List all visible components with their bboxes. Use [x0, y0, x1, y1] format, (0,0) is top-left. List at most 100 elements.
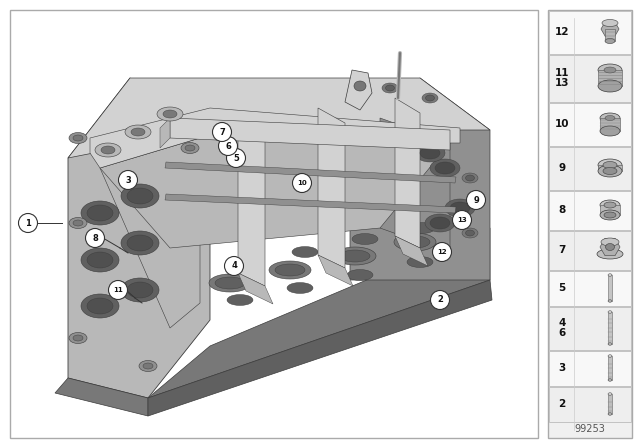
Polygon shape — [100, 138, 450, 248]
Bar — [598, 70, 622, 86]
Text: 3: 3 — [125, 176, 131, 185]
Bar — [549, 231, 631, 270]
Ellipse shape — [69, 332, 87, 344]
Polygon shape — [100, 138, 200, 328]
Ellipse shape — [608, 343, 612, 345]
Bar — [10, 10, 538, 438]
Text: 12: 12 — [555, 27, 569, 37]
Text: 2: 2 — [437, 296, 443, 305]
Polygon shape — [318, 255, 353, 286]
Polygon shape — [55, 378, 148, 416]
Ellipse shape — [600, 126, 620, 136]
Ellipse shape — [139, 361, 157, 371]
Ellipse shape — [465, 175, 474, 181]
Ellipse shape — [605, 116, 615, 121]
Text: 5: 5 — [558, 283, 566, 293]
Polygon shape — [68, 78, 490, 158]
Ellipse shape — [73, 135, 83, 141]
Bar — [549, 11, 631, 54]
Bar — [549, 55, 631, 102]
Ellipse shape — [603, 161, 617, 168]
Ellipse shape — [227, 294, 253, 306]
Ellipse shape — [127, 282, 153, 298]
Text: 9: 9 — [473, 195, 479, 204]
Text: 7: 7 — [558, 245, 566, 255]
Ellipse shape — [385, 85, 394, 91]
Ellipse shape — [382, 83, 398, 93]
Ellipse shape — [409, 223, 435, 233]
Circle shape — [452, 211, 472, 229]
Ellipse shape — [69, 217, 87, 228]
Ellipse shape — [287, 283, 313, 293]
Circle shape — [109, 280, 127, 300]
Circle shape — [227, 148, 246, 168]
Ellipse shape — [215, 277, 245, 289]
Text: 1: 1 — [25, 219, 31, 228]
Bar — [548, 10, 632, 438]
Bar — [549, 387, 631, 422]
Bar — [549, 103, 631, 146]
Text: 12: 12 — [437, 249, 447, 255]
Circle shape — [86, 228, 104, 247]
Text: 13: 13 — [457, 217, 467, 223]
Text: 7: 7 — [219, 128, 225, 137]
Ellipse shape — [426, 95, 435, 101]
Bar — [549, 351, 631, 386]
Ellipse shape — [101, 146, 115, 154]
Ellipse shape — [81, 248, 119, 272]
Ellipse shape — [340, 250, 370, 262]
Ellipse shape — [425, 214, 455, 232]
Ellipse shape — [121, 184, 159, 208]
Ellipse shape — [181, 142, 199, 154]
Circle shape — [292, 173, 312, 193]
Ellipse shape — [462, 173, 478, 183]
Bar — [549, 307, 631, 350]
Ellipse shape — [69, 133, 87, 143]
Ellipse shape — [435, 162, 455, 174]
Ellipse shape — [598, 165, 622, 177]
Polygon shape — [395, 236, 428, 266]
Bar — [549, 147, 631, 190]
Ellipse shape — [185, 145, 195, 151]
Text: 3: 3 — [558, 363, 566, 373]
Ellipse shape — [87, 252, 113, 268]
Ellipse shape — [73, 220, 83, 226]
Circle shape — [433, 242, 451, 262]
Ellipse shape — [125, 125, 151, 139]
Bar — [608, 356, 612, 380]
Ellipse shape — [354, 81, 366, 91]
Circle shape — [19, 214, 38, 233]
Ellipse shape — [598, 64, 622, 76]
Polygon shape — [148, 280, 492, 416]
Ellipse shape — [347, 270, 373, 280]
Ellipse shape — [608, 413, 612, 415]
Ellipse shape — [608, 379, 612, 381]
Ellipse shape — [157, 107, 183, 121]
Bar — [549, 191, 631, 230]
Ellipse shape — [445, 199, 475, 217]
Circle shape — [467, 190, 486, 210]
Ellipse shape — [600, 200, 620, 210]
Polygon shape — [148, 228, 490, 398]
Bar — [603, 164, 617, 172]
Ellipse shape — [608, 393, 612, 395]
Text: 4: 4 — [231, 262, 237, 271]
Polygon shape — [165, 162, 456, 183]
Bar — [608, 312, 612, 344]
Ellipse shape — [87, 298, 113, 314]
Polygon shape — [165, 194, 456, 213]
Ellipse shape — [407, 257, 433, 267]
Ellipse shape — [95, 143, 121, 157]
Circle shape — [431, 290, 449, 310]
Ellipse shape — [73, 335, 83, 341]
Ellipse shape — [81, 294, 119, 318]
Ellipse shape — [608, 274, 612, 276]
Ellipse shape — [465, 230, 474, 236]
Ellipse shape — [163, 110, 177, 118]
Polygon shape — [318, 108, 345, 268]
Text: 99253: 99253 — [575, 424, 605, 434]
Text: 11
13: 11 13 — [555, 68, 569, 88]
Ellipse shape — [605, 244, 614, 250]
Ellipse shape — [608, 355, 612, 357]
Ellipse shape — [121, 278, 159, 302]
